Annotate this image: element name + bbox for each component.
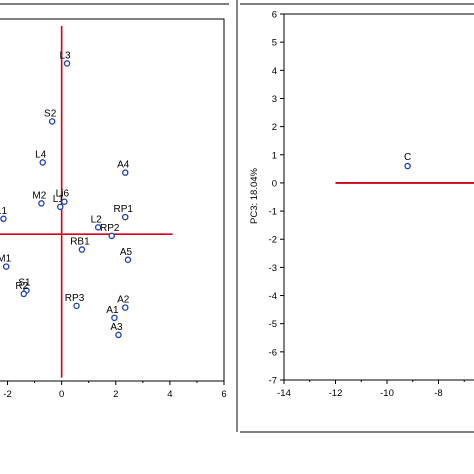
y-tick-label: 4 [272, 66, 277, 77]
data-point [0, 215, 7, 223]
point-label: A4 [117, 160, 130, 171]
right-y-axis-title: PC3: 18.04% [249, 167, 260, 224]
point-label: RP2 [100, 223, 120, 234]
point-label: R2 [15, 281, 28, 292]
data-point [121, 169, 129, 176]
left-plot-frame [0, 3, 229, 382]
data-point [2, 263, 10, 270]
point-label: A3 [110, 322, 123, 333]
y-tick-label: 5 [272, 38, 277, 49]
data-point [57, 203, 64, 211]
y-tick-label: -4 [269, 291, 277, 302]
point-label: L4 [35, 149, 47, 160]
left-reference-lines [0, 25, 173, 378]
y-tick-label: -7 [269, 376, 277, 387]
y-tick-label: -3 [269, 263, 277, 274]
data-point [61, 198, 68, 205]
left-x-axis: -2 0 2 4 6 [3, 381, 227, 400]
y-tick-label: -6 [269, 347, 277, 358]
point-label: C [404, 152, 411, 163]
data-point [404, 162, 411, 170]
data-point [73, 302, 80, 310]
point-label: A5 [120, 247, 133, 258]
data-point [38, 200, 45, 207]
data-point [111, 314, 118, 322]
x-tick-label: -14 [277, 388, 291, 399]
y-tick-label: 6 [272, 10, 277, 21]
y-tick-label: -2 [269, 235, 277, 246]
y-tick-label: 1 [272, 150, 277, 161]
data-point [39, 159, 46, 166]
data-point [20, 290, 28, 298]
left-plot-border [0, 18, 225, 382]
point-label: RP3 [65, 293, 85, 304]
data-point [121, 304, 129, 311]
point-label: RP1 [114, 204, 134, 215]
x-tick-label: -12 [329, 388, 343, 399]
point-label: A1 [106, 305, 119, 316]
left-points: L3S2L4A4M2L1Li6L1RP1L2RP2RB1A5M1S1R2RP3A… [0, 50, 134, 339]
x-tick-label: -10 [380, 388, 394, 399]
data-point [94, 224, 102, 231]
data-point [78, 246, 86, 253]
point-label: A2 [117, 295, 130, 306]
point-label: RB1 [70, 237, 90, 248]
point-label: M1 [0, 254, 12, 265]
right-y-axis: 6 5 4 3 2 1 0 -1 -2 -3 -4 -5 -6 -7 [269, 10, 284, 387]
right-plot-frame [240, 3, 474, 381]
point-label: L2 [91, 214, 103, 225]
x-tick-label: 2 [113, 389, 118, 400]
point-label: S1 [18, 278, 31, 289]
data-point [63, 60, 71, 67]
point-label: S2 [44, 108, 57, 119]
data-point [108, 232, 115, 240]
point-label: M2 [32, 190, 46, 201]
point-label: Li6 [56, 189, 70, 200]
x-tick-label: 4 [167, 389, 172, 400]
y-tick-label: -5 [269, 319, 277, 330]
y-tick-label: -1 [269, 207, 277, 218]
data-point [48, 118, 56, 125]
y-tick-label: 3 [272, 94, 277, 105]
data-point [124, 256, 132, 264]
right-points: C [404, 152, 411, 170]
y-tick-label: 0 [272, 178, 277, 189]
x-tick-label: -8 [434, 388, 442, 399]
data-point [115, 331, 122, 339]
data-point [121, 213, 129, 221]
point-label: L3 [59, 50, 71, 61]
x-tick-label: 6 [221, 389, 226, 400]
right-x-axis: -14 -12 -10 -8 [277, 380, 465, 399]
point-label: L1 [0, 206, 7, 217]
x-tick-label: -2 [3, 389, 11, 400]
y-tick-label: 2 [272, 122, 277, 133]
right-scatter-panel: 6 5 4 3 2 1 0 -1 -2 -3 -4 -5 -6 -7 -14 -12 -10 -8 C PC3:… [240, 3, 474, 399]
point-label: L1 [53, 194, 65, 205]
x-tick-label: 0 [59, 389, 64, 400]
